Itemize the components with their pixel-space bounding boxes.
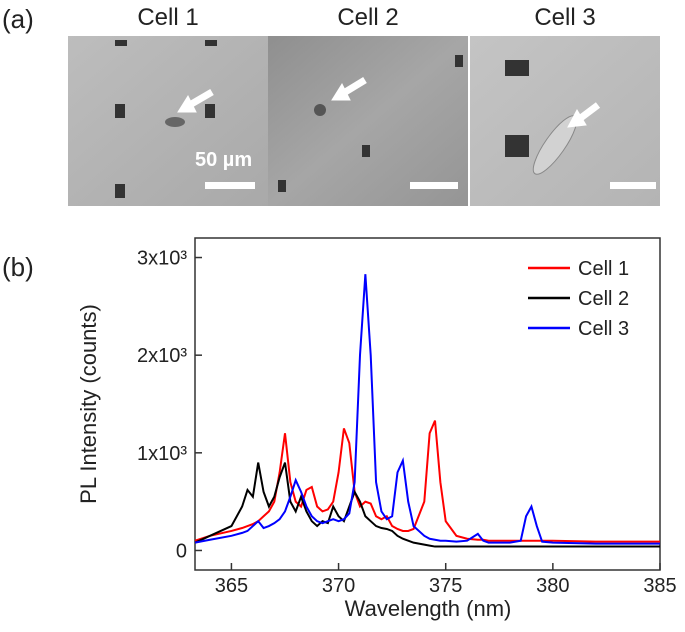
y-tick-label: 3x10³ xyxy=(137,248,187,270)
panel-label: (b) xyxy=(2,252,34,282)
scale-bar-label: 50 µm xyxy=(195,149,252,171)
spectrum-line xyxy=(194,420,660,543)
x-tick-label: 380 xyxy=(536,575,569,597)
image-title: Cell 2 xyxy=(337,4,398,31)
x-axis-title: Wavelength (nm) xyxy=(345,596,512,621)
x-tick-label: 375 xyxy=(429,575,462,597)
x-tick-label: 370 xyxy=(322,575,355,597)
y-tick-label: 1x10³ xyxy=(137,443,187,465)
legend-label: Cell 1 xyxy=(578,258,629,280)
x-tick-label: 385 xyxy=(643,575,676,597)
plot-frame xyxy=(194,237,661,571)
y-tick-label: 2x10³ xyxy=(137,345,187,367)
image-title: Cell 3 xyxy=(534,4,595,31)
legend-label: Cell 2 xyxy=(578,288,629,310)
y-tick-label: 0 xyxy=(176,540,187,562)
spectrum-line xyxy=(194,274,660,545)
spectrum-line xyxy=(194,462,660,548)
legend-label: Cell 3 xyxy=(578,318,629,340)
x-tick-label: 365 xyxy=(215,575,248,597)
image-title: Cell 1 xyxy=(137,4,198,31)
micrograph: 50 µm xyxy=(68,36,660,206)
y-axis-title: PL Intensity (counts) xyxy=(76,304,101,504)
panel-label: (a) xyxy=(2,4,34,34)
